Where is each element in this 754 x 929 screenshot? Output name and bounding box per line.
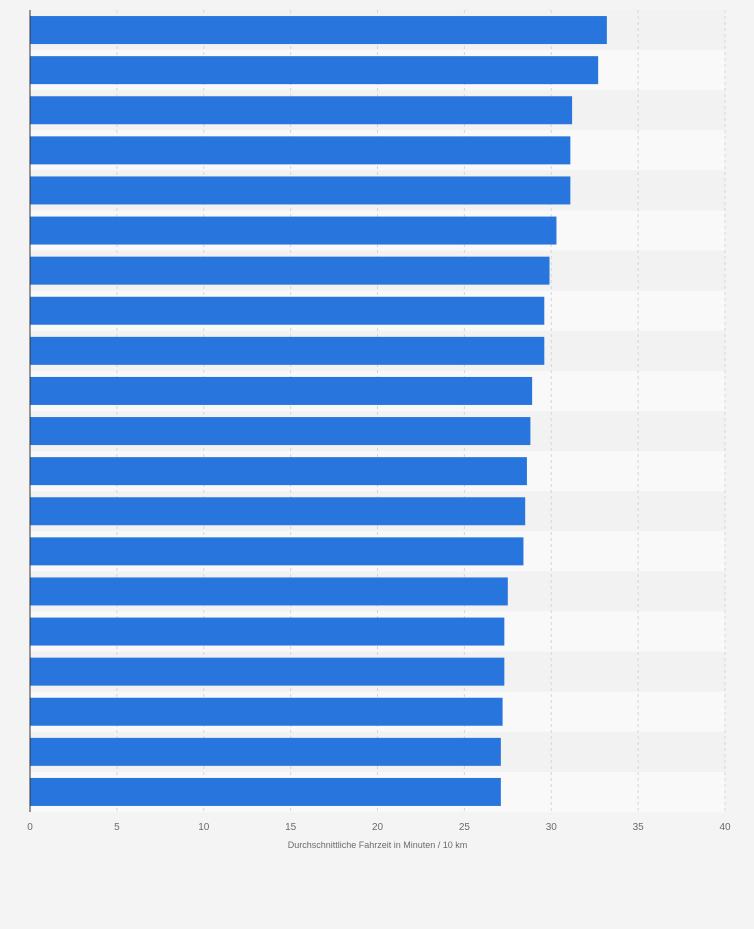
bar[interactable] bbox=[30, 176, 571, 205]
x-axis-title: Durchschnittliche Fahrzeit in Minuten / … bbox=[288, 840, 468, 850]
bar[interactable] bbox=[30, 136, 571, 165]
x-tick-label: 40 bbox=[719, 822, 731, 833]
x-axis-ticks: 0 5 10 15 20 25 30 35 40 bbox=[27, 822, 731, 833]
bar[interactable] bbox=[30, 16, 607, 45]
bar[interactable] bbox=[30, 216, 557, 245]
bar[interactable] bbox=[30, 457, 527, 486]
bar[interactable] bbox=[30, 737, 501, 766]
x-tick-label: 20 bbox=[372, 822, 384, 833]
x-tick-label: 25 bbox=[459, 822, 471, 833]
x-tick-label: 35 bbox=[633, 822, 645, 833]
bar[interactable] bbox=[30, 777, 501, 806]
bar[interactable] bbox=[30, 376, 533, 405]
bar[interactable] bbox=[30, 56, 599, 85]
bar[interactable] bbox=[30, 497, 526, 526]
bar[interactable] bbox=[30, 417, 531, 446]
bar[interactable] bbox=[30, 577, 508, 606]
bars bbox=[30, 16, 607, 806]
x-tick-label: 10 bbox=[198, 822, 210, 833]
bar[interactable] bbox=[30, 537, 524, 566]
x-tick-label: 15 bbox=[285, 822, 297, 833]
bar[interactable] bbox=[30, 697, 503, 726]
bar[interactable] bbox=[30, 96, 573, 125]
bar[interactable] bbox=[30, 256, 550, 285]
x-tick-label: 0 bbox=[27, 822, 33, 833]
bar[interactable] bbox=[30, 617, 505, 646]
bar[interactable] bbox=[30, 336, 545, 365]
x-tick-label: 30 bbox=[546, 822, 558, 833]
bar[interactable] bbox=[30, 657, 505, 686]
x-tick-label: 5 bbox=[114, 822, 120, 833]
bar[interactable] bbox=[30, 296, 545, 325]
